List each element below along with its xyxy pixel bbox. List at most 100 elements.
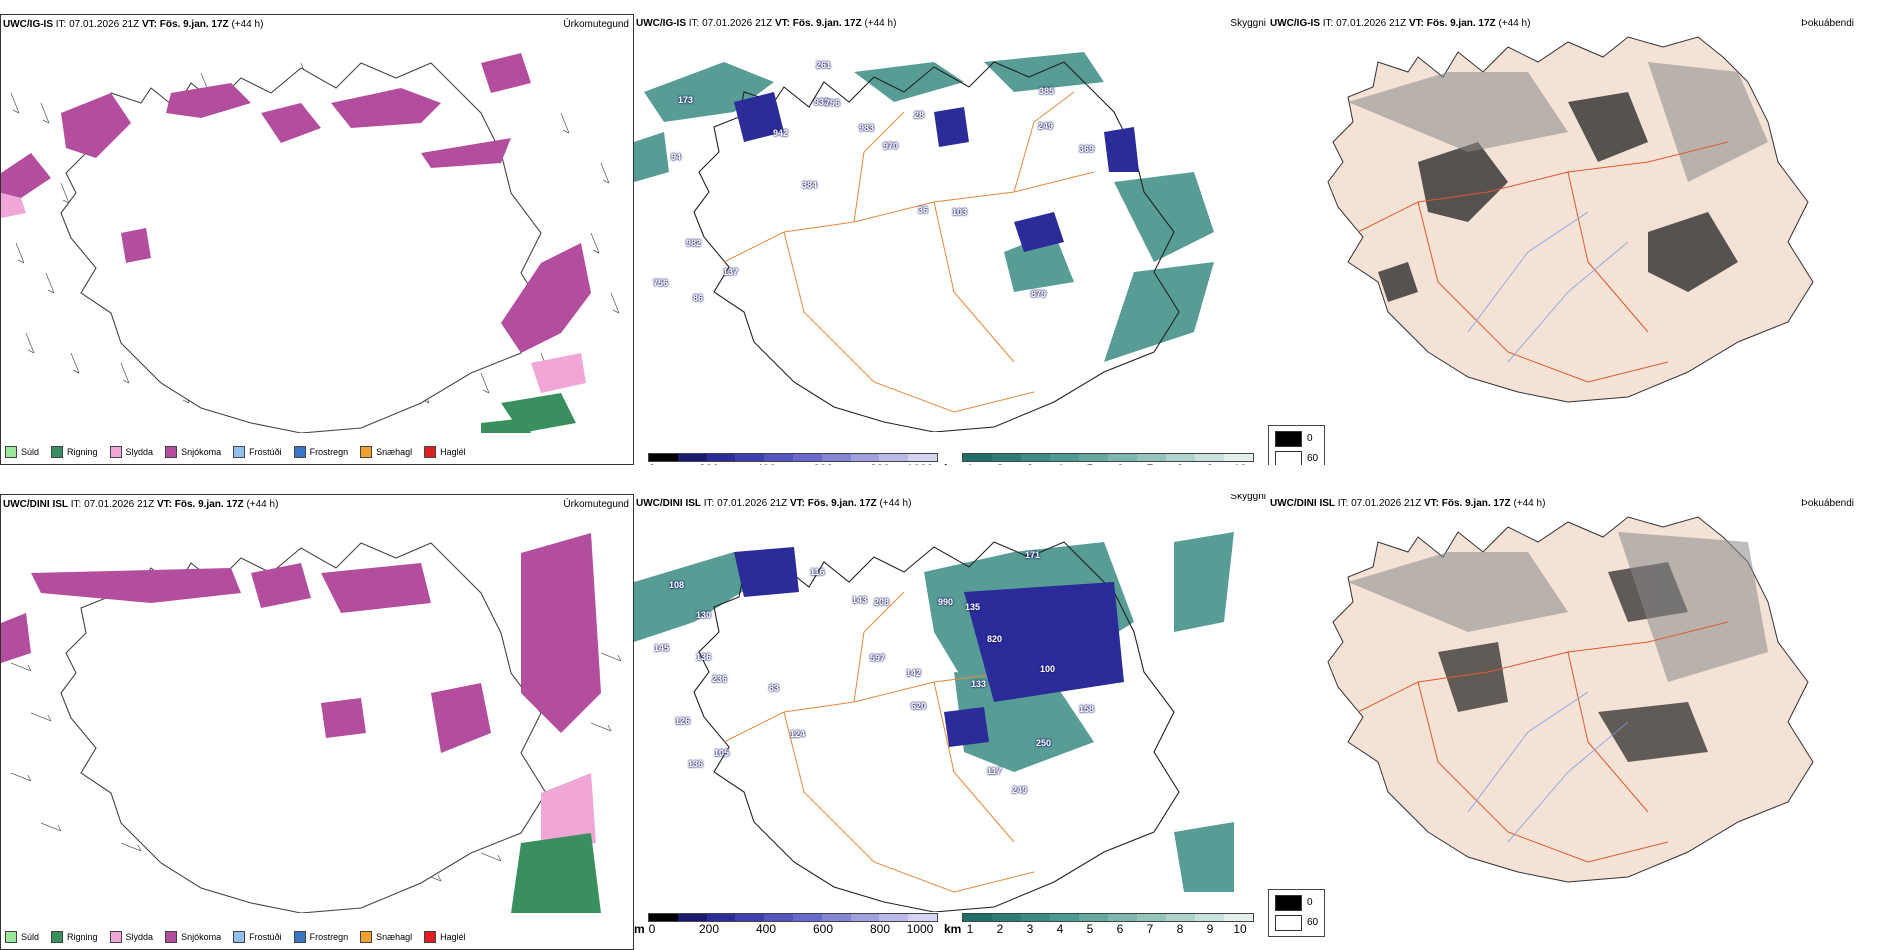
run-header: UWC/DINI ISL IT: 07.01.2026 21Z VT: Fös.… [1270, 498, 1546, 509]
ceiling-value-label: 133 [971, 679, 987, 689]
legend-swatch [51, 931, 64, 943]
panel-title: Úrkomutegund [563, 19, 629, 30]
visibility-map [634, 52, 1214, 432]
ceiling-value-label: 982 [686, 238, 702, 248]
legend-swatch [233, 446, 246, 458]
ceiling-areas [734, 92, 1139, 252]
visibility-tick: 3 [1026, 922, 1034, 936]
fog-legend-label: 60 [1307, 917, 1319, 928]
ceiling-tick: 1000 [907, 462, 934, 465]
legend-swatch [109, 931, 122, 943]
ceiling-value-label: 597 [870, 653, 886, 663]
legend-swatch [360, 931, 373, 943]
ceiling-value-label: 137 [723, 267, 739, 277]
ceiling-tick: 600 [813, 462, 833, 465]
ceiling-areas [734, 547, 1124, 747]
legend-item: Snæhagl [360, 931, 412, 943]
fog-grey-areas [1348, 532, 1768, 682]
snow-areas [1, 53, 591, 353]
visibility-tick: 7 [1146, 922, 1154, 936]
ceiling-value-label: 83 [769, 683, 780, 693]
run-header: UWC/IG-IS IT: 07.01.2026 21Z VT: Fös. 9.… [636, 18, 897, 29]
fog-legend: 0 60 [1268, 425, 1325, 465]
legend-swatch [51, 446, 64, 458]
ceiling-unit: m [634, 462, 645, 465]
road-network [1357, 621, 1729, 863]
legend-swatch [424, 931, 437, 943]
legend-item: Snjókoma [165, 446, 221, 458]
legend-item: Súld [5, 931, 39, 943]
visibility-tick: 10 [1233, 462, 1246, 465]
ceiling-value-label: 796 [825, 98, 841, 108]
ceiling-labels-bottom: 249 236 620 108 250 130 105 83 135 143 990 117 124 11… [640, 530, 1120, 830]
ceiling-value-label: 249 [1038, 121, 1054, 131]
panel-title: Skyggni [1230, 18, 1266, 29]
visibility-tick: 3 [1027, 462, 1034, 465]
ceiling-tick: 400 [756, 462, 776, 465]
ceiling-value-label: 28 [914, 110, 925, 120]
legend-item: Snjókoma [165, 931, 221, 943]
visibility-tick: 9 [1206, 922, 1214, 936]
ceiling-tick: 800 [870, 462, 890, 465]
ceiling-value-label: 103 [952, 207, 968, 217]
legend-item: Slydda [109, 931, 153, 943]
precip-type-panel-bottom: UWC/DINI ISL IT: 07.01.2026 21Z VT: Fös.… [0, 494, 634, 950]
visibility-tick: 2 [997, 462, 1004, 465]
fog-grey-areas [1348, 62, 1768, 182]
fog-panel-bottom: UWC/DINI ISL IT: 07.01.2026 21Z VT: Fös.… [1268, 494, 1900, 950]
ceiling-value-label: 126 [675, 716, 691, 726]
ceiling-tick: 0 [649, 462, 656, 465]
ceiling-tick: 200 [699, 462, 719, 465]
ceiling-value-label: 208 [874, 597, 890, 607]
ceiling-value-label: 173 [678, 95, 694, 105]
fog-legend-label: 60 [1307, 453, 1319, 464]
ceiling-value-label: 117 [987, 766, 1002, 776]
ceiling-value-label: 108 [669, 580, 685, 590]
ceiling-colorbar: m 0 200 400 600 800 1000 [634, 913, 938, 939]
visibility-tick: 6 [1116, 922, 1124, 936]
legend-swatch [293, 446, 306, 458]
road-network [723, 91, 1095, 413]
ceiling-colorbar-strip [648, 453, 938, 462]
ceiling-value-label: 94 [671, 152, 682, 162]
visibility-tick: 1 [967, 462, 974, 465]
ceiling-value-label: 620 [911, 701, 927, 711]
fog-map [1327, 516, 1814, 883]
legend-swatch [165, 446, 178, 458]
ceiling-value-label: 384 [802, 180, 818, 190]
precip-legend: Súld Rigning Slydda Snjókoma Frostúði Fr… [5, 446, 466, 458]
ceiling-value-label: 236 [712, 674, 728, 684]
ceiling-tick: 0 [648, 922, 656, 936]
legend-item: Frostúði [233, 931, 282, 943]
visibility-tick: 5 [1086, 922, 1094, 936]
visibility-tick: 4 [1057, 462, 1064, 465]
ceiling-colorbar-strip [648, 913, 938, 922]
visibility-unit: km [944, 462, 961, 465]
ceiling-value-label: 756 [653, 278, 669, 288]
legend-swatch [293, 931, 306, 943]
ceiling-value-label: 145 [654, 643, 670, 653]
ceiling-value-label: 143 [852, 595, 868, 605]
run-header: UWC/IG-IS IT: 07.01.2026 21Z VT: Fös. 9.… [1270, 18, 1531, 29]
fog-legend-swatch [1275, 915, 1302, 931]
legend-swatch [360, 446, 373, 458]
legend-item: Slydda [109, 446, 153, 458]
visibility-map [634, 532, 1234, 912]
road-network [1357, 141, 1729, 383]
visibility-tick: 6 [1117, 462, 1124, 465]
ceiling-tick: 600 [812, 922, 834, 936]
ceiling-value-label: 158 [1079, 704, 1095, 714]
ceiling-tick: 800 [869, 922, 891, 936]
visibility-tick: 2 [996, 922, 1004, 936]
legend-swatch [424, 446, 437, 458]
ceiling-value-label: 990 [938, 597, 954, 607]
fog-legend-swatch [1275, 431, 1302, 447]
fog-dark-areas [1378, 92, 1738, 302]
ceiling-value-label: 116 [810, 567, 825, 577]
panel-title: Skyggni [1230, 494, 1266, 502]
legend-swatch [5, 931, 17, 943]
legend-swatch [165, 931, 178, 943]
visibility-panel-top: UWC/IG-IS IT: 07.01.2026 21Z VT: Fös. 9.… [634, 14, 1270, 465]
snow-areas [1, 533, 601, 753]
precip-type-map [1, 53, 620, 433]
